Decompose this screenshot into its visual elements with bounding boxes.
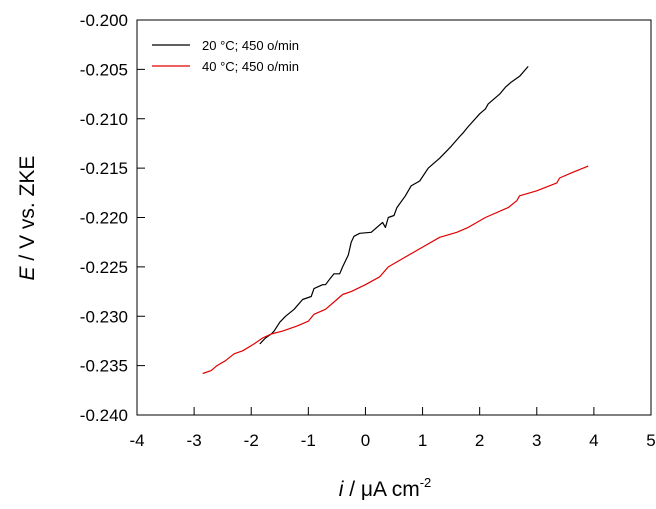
x-tick-label: 2 [475, 431, 484, 450]
x-tick-label: -3 [187, 431, 202, 450]
y-tick-label: -0.210 [80, 110, 128, 129]
x-tick-label: 3 [532, 431, 541, 450]
x-tick-label: -2 [244, 431, 259, 450]
x-tick-label: -4 [129, 431, 144, 450]
x-tick-label: 5 [646, 431, 655, 450]
y-axis-title: E / V vs. ZKE [16, 156, 39, 281]
x-tick-label: 4 [589, 431, 598, 450]
y-tick-label: -0.240 [80, 406, 128, 425]
series-line-2 [202, 165, 589, 375]
y-tick-label: -0.230 [80, 307, 128, 326]
series-line-1 [259, 66, 529, 345]
y-tick-label: -0.220 [80, 209, 128, 228]
y-tick-label: -0.225 [80, 258, 128, 277]
x-tick-label: 0 [361, 431, 370, 450]
y-tick-label: -0.205 [80, 60, 128, 79]
legend-label-2: 40 °C; 450 o/min [202, 59, 299, 74]
legend-label-1: 20 °C; 450 o/min [202, 38, 299, 53]
y-tick-label: -0.200 [80, 11, 128, 30]
y-tick-label: -0.235 [80, 357, 128, 376]
y-tick-label: -0.215 [80, 159, 128, 178]
x-axis-title: i / μA cm-2 [339, 475, 432, 501]
x-tick-label: -1 [301, 431, 316, 450]
plot-frame [136, 19, 652, 416]
x-tick-label: 1 [418, 431, 427, 450]
